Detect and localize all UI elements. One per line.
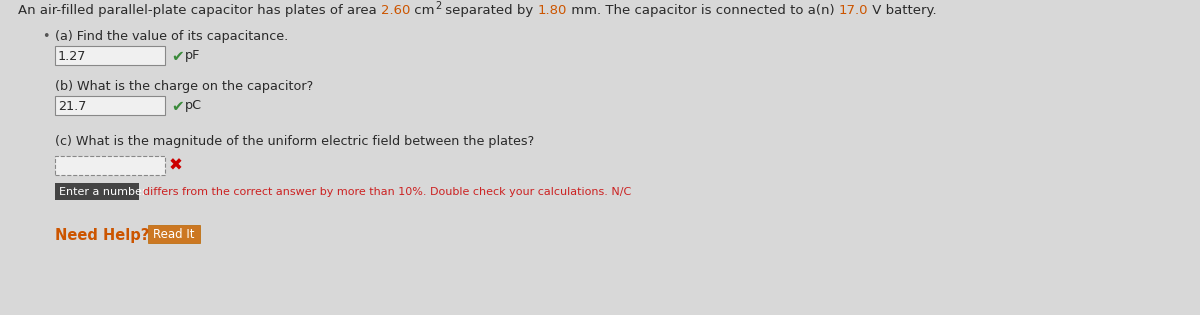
Text: (a) Find the value of its capacitance.: (a) Find the value of its capacitance. xyxy=(55,30,288,43)
Text: 17.0: 17.0 xyxy=(839,4,869,17)
Text: differs from the correct answer by more than 10%. Double check your calculations: differs from the correct answer by more … xyxy=(143,187,631,197)
Text: 2.60: 2.60 xyxy=(382,4,410,17)
Text: (b) What is the charge on the capacitor?: (b) What is the charge on the capacitor? xyxy=(55,80,313,93)
Text: V battery.: V battery. xyxy=(869,4,937,17)
Text: pC: pC xyxy=(185,100,202,112)
Text: pF: pF xyxy=(185,49,200,62)
Text: 2: 2 xyxy=(434,1,442,11)
Text: Enter a number.: Enter a number. xyxy=(59,187,149,197)
Text: 1.80: 1.80 xyxy=(538,4,568,17)
Text: 21.7: 21.7 xyxy=(58,100,86,112)
Text: cm: cm xyxy=(410,4,434,17)
Text: •: • xyxy=(42,30,49,43)
Text: (c) What is the magnitude of the uniform electric field between the plates?: (c) What is the magnitude of the uniform… xyxy=(55,135,534,148)
Text: ✔: ✔ xyxy=(170,49,184,64)
Text: ✖: ✖ xyxy=(169,157,182,175)
Text: 1.27: 1.27 xyxy=(58,49,86,62)
Text: mm. The capacitor is connected to a(n): mm. The capacitor is connected to a(n) xyxy=(568,4,839,17)
Text: ✔: ✔ xyxy=(170,99,184,113)
Text: separated by: separated by xyxy=(442,4,538,17)
Text: An air-filled parallel-plate capacitor has plates of area: An air-filled parallel-plate capacitor h… xyxy=(18,4,382,17)
Text: Need Help?: Need Help? xyxy=(55,228,149,243)
Text: Read It: Read It xyxy=(154,227,194,240)
